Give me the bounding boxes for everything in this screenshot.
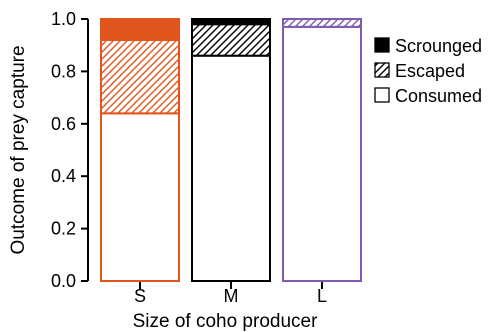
y-tick-label: 0.8 bbox=[51, 61, 76, 81]
legend-swatch-consumed bbox=[374, 87, 390, 103]
x-tick-label-L: L bbox=[317, 286, 327, 306]
bar-M-escaped bbox=[191, 23, 271, 57]
y-tick-label: 0.0 bbox=[51, 271, 76, 291]
y-tick-label: 1.0 bbox=[51, 9, 76, 29]
x-tick-label-M: M bbox=[224, 286, 239, 306]
y-tick-label: 0.6 bbox=[51, 114, 76, 134]
bar-S-consumed bbox=[100, 112, 180, 282]
bar-S-scrounged bbox=[100, 18, 180, 41]
y-tick-label: 0.2 bbox=[51, 219, 76, 239]
legend-label-scrounged: Scrounged bbox=[395, 36, 482, 56]
legend-label-escaped: Escaped bbox=[395, 61, 465, 81]
y-tick-label: 0.4 bbox=[51, 166, 76, 186]
y-axis-title: Outcome of prey capture bbox=[8, 45, 29, 254]
legend-label-consumed: Consumed bbox=[395, 86, 482, 106]
x-tick-label-S: S bbox=[134, 286, 146, 306]
legend-swatch-escaped bbox=[374, 62, 390, 78]
bar-L-consumed bbox=[282, 25, 362, 282]
bar-S-escaped bbox=[100, 38, 180, 115]
x-axis-title: Size of coho producer bbox=[133, 311, 319, 332]
y-axis: 0.0 0.2 0.4 0.6 0.8 1.0 bbox=[51, 9, 89, 291]
bar-M-consumed bbox=[191, 54, 271, 283]
bar-M-scrounged bbox=[191, 18, 271, 26]
bars-layer bbox=[100, 18, 362, 283]
bar-L-escaped bbox=[282, 18, 362, 28]
legend-swatch-scrounged bbox=[374, 37, 390, 53]
legend: Scrounged Escaped Consumed bbox=[374, 36, 482, 106]
